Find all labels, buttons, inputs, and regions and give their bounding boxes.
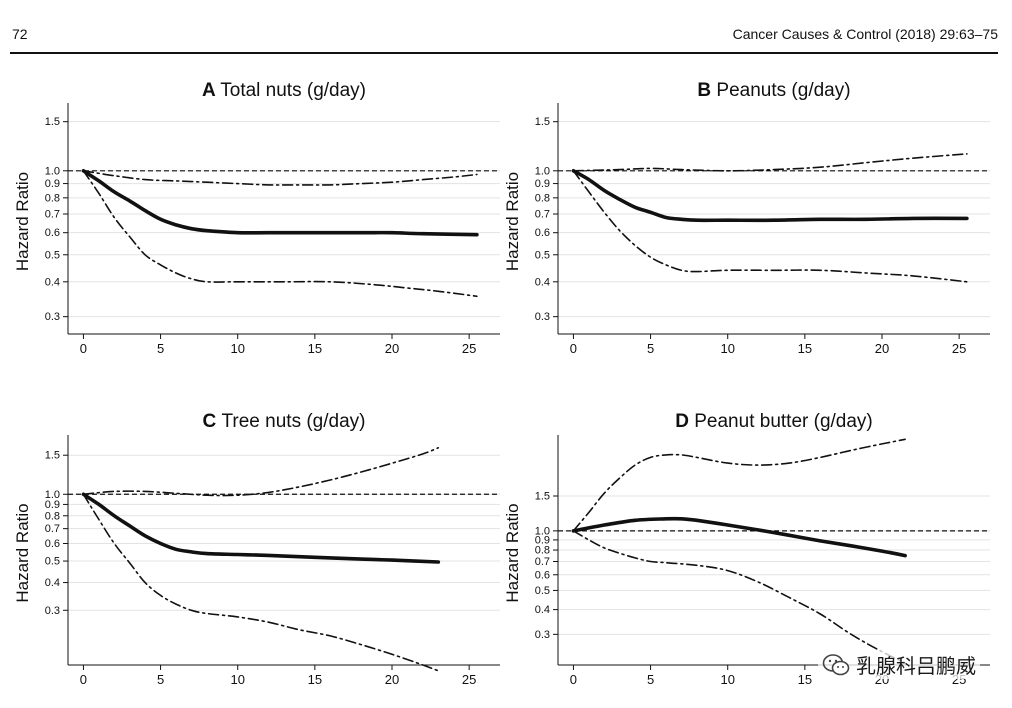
series-line-estimate xyxy=(81,169,479,237)
y-tick-label: 0.5 xyxy=(45,556,60,568)
y-tick-label: 1.5 xyxy=(45,450,60,462)
chart-panel-b: 0.3 0.4 0.5 0.6 0.7 0.8 0.91.0 1.5 0 5 10 15 20 25 Haz… xyxy=(503,80,990,356)
panel-letter: C xyxy=(203,411,222,432)
chart-title: A Total nuts (g/day) xyxy=(202,80,366,101)
y-tick-label: 0.5 xyxy=(45,249,60,261)
panel-title: Peanut butter (g/day) xyxy=(694,411,873,432)
y-tick-label: 0.3 xyxy=(535,629,550,641)
series-line-estimate xyxy=(571,516,907,558)
y-tick-label: 0.8 xyxy=(45,510,60,522)
x-tick-label: 15 xyxy=(798,672,812,687)
y-tick-label: 0.9 xyxy=(535,178,550,190)
page-number: 72 xyxy=(12,26,28,42)
x-tick-label: 5 xyxy=(647,341,654,356)
y-axis-label: Hazard Ratio xyxy=(503,172,522,271)
y-axis-label: Hazard Ratio xyxy=(13,503,32,602)
panel-title: Peanuts (g/day) xyxy=(716,80,850,101)
chart-title: D Peanut butter (g/day) xyxy=(675,411,873,432)
x-tick-label: 0 xyxy=(570,672,577,687)
y-axis-label: Hazard Ratio xyxy=(13,172,32,271)
y-tick-label: 0.7 xyxy=(535,209,550,221)
y-tick-label: 1.0 xyxy=(535,525,550,537)
y-tick-label: 0.5 xyxy=(535,585,550,597)
panel-letter: D xyxy=(675,411,694,432)
x-tick-label: 0 xyxy=(80,672,87,687)
page-header: 72 Cancer Causes & Control (2018) 29:63–… xyxy=(0,0,1012,54)
series-line-ci-2 xyxy=(572,530,906,664)
y-tick-label: 0.7 xyxy=(45,209,60,221)
x-tick-label: 5 xyxy=(647,672,654,687)
x-tick-label: 0 xyxy=(80,341,87,356)
x-tick-label: 20 xyxy=(875,341,889,356)
y-tick-label: 0.8 xyxy=(535,545,550,557)
y-tick-label: 0.5 xyxy=(535,249,550,261)
y-tick-label: 0.8 xyxy=(45,192,60,204)
y-tick-label: 0.8 xyxy=(535,192,550,204)
x-tick-label: 15 xyxy=(798,341,812,356)
panel-letter: B xyxy=(697,80,716,101)
series-line-ci-1 xyxy=(572,153,968,172)
y-tick-label: 0.4 xyxy=(45,276,60,288)
series-line-ci-1 xyxy=(82,170,478,186)
x-tick-label: 10 xyxy=(720,672,734,687)
series-line-ci-2 xyxy=(82,493,440,672)
x-tick-label: 25 xyxy=(462,672,476,687)
series-line-ci-1 xyxy=(572,438,906,532)
x-tick-label: 10 xyxy=(720,341,734,356)
x-tick-label: 15 xyxy=(308,672,322,687)
watermark: 乳腺科吕鹏威 xyxy=(818,650,980,679)
y-tick-label: 0.4 xyxy=(535,604,550,616)
y-tick-label: 0.6 xyxy=(45,538,60,550)
y-tick-label: 1.5 xyxy=(45,116,60,128)
watermark-text: 乳腺科吕鹏威 xyxy=(856,656,976,678)
chart-panel-a: 0.3 0.4 0.5 0.6 0.7 0.8 0.91.0 1.5 0 5 10 15 20 25 Haz… xyxy=(13,80,500,356)
series-line-ci-2 xyxy=(82,170,478,298)
y-tick-label: 1.0 xyxy=(535,165,550,177)
x-tick-label: 5 xyxy=(157,672,164,687)
series-line-estimate xyxy=(571,169,969,223)
chart-panel-c: 0.3 0.4 0.5 0.6 0.70.80.91.0 1.5 0 5 10 15 20 25 Haz… xyxy=(13,411,500,687)
y-tick-label: 0.3 xyxy=(535,311,550,323)
panel-title: Tree nuts (g/day) xyxy=(222,411,366,432)
x-tick-label: 5 xyxy=(157,341,164,356)
y-tick-label: 0.4 xyxy=(535,276,550,288)
y-tick-label: 1.5 xyxy=(535,116,550,128)
series-line-ci-2 xyxy=(572,170,968,283)
panel-letter: A xyxy=(202,80,220,101)
y-tick-label: 0.9 xyxy=(45,178,60,190)
y-axis-label: Hazard Ratio xyxy=(503,503,522,602)
chart-title: B Peanuts (g/day) xyxy=(697,80,850,101)
x-tick-label: 10 xyxy=(230,672,244,687)
y-tick-label: 0.7 xyxy=(45,523,60,535)
y-tick-label: 0.6 xyxy=(535,569,550,581)
y-tick-label: 0.3 xyxy=(45,605,60,617)
y-tick-label: 0.7 xyxy=(535,556,550,568)
y-tick-label: 0.6 xyxy=(45,227,60,239)
x-tick-label: 25 xyxy=(952,341,966,356)
y-tick-label: 0.3 xyxy=(45,311,60,323)
x-tick-label: 20 xyxy=(385,341,399,356)
panel-title: Total nuts (g/day) xyxy=(220,80,366,101)
y-tick-label: 0.9 xyxy=(535,534,550,546)
y-tick-label: 0.4 xyxy=(45,577,60,589)
wechat-icon xyxy=(822,653,850,675)
y-tick-label: 1.0 xyxy=(45,165,60,177)
y-tick-label: 1.5 xyxy=(535,491,550,503)
x-tick-label: 20 xyxy=(385,672,399,687)
chart-panel-d: 0.30.40.50.60.70.80.91.01.50 5 10 15 20 25Haz… xyxy=(503,411,990,687)
series-line-estimate xyxy=(81,492,441,564)
journal-reference: Cancer Causes & Control (2018) 29:63–75 xyxy=(732,26,998,42)
x-tick-label: 0 xyxy=(570,341,577,356)
x-tick-label: 25 xyxy=(462,341,476,356)
y-tick-label: 0.9 xyxy=(45,499,60,511)
chart-title: C Tree nuts (g/day) xyxy=(203,411,366,432)
x-tick-label: 15 xyxy=(308,341,322,356)
x-tick-label: 10 xyxy=(230,341,244,356)
y-tick-label: 0.6 xyxy=(535,227,550,239)
header-rule xyxy=(10,52,998,54)
y-tick-label: 1.0 xyxy=(45,489,60,501)
series-line-ci-1 xyxy=(82,447,440,497)
